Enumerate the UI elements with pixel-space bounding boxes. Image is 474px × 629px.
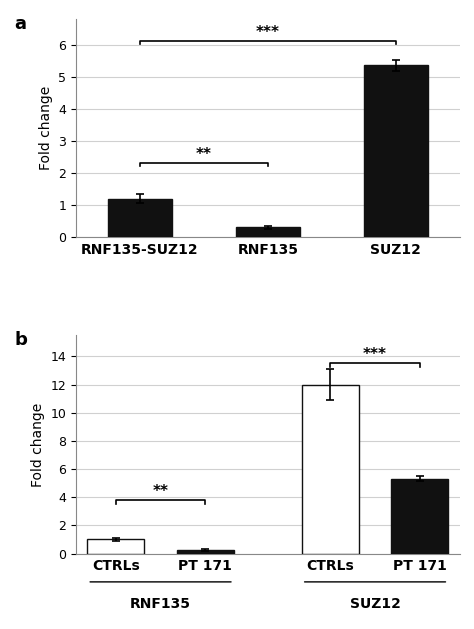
Text: b: b [14,331,27,349]
Bar [87,540,145,554]
Y-axis label: Fold change: Fold change [38,86,53,170]
Text: **: ** [153,484,169,499]
Bar [364,65,428,237]
Text: ***: *** [256,25,280,40]
Text: a: a [14,14,27,33]
Bar [391,479,448,554]
Bar [302,384,359,554]
Y-axis label: Fold change: Fold change [31,403,45,487]
Text: RNF135: RNF135 [130,597,191,611]
Bar [108,199,172,237]
Text: ***: *** [363,347,387,362]
Bar [177,550,234,554]
Bar [236,228,300,237]
Text: SUZ12: SUZ12 [350,597,401,611]
Text: **: ** [196,147,212,162]
